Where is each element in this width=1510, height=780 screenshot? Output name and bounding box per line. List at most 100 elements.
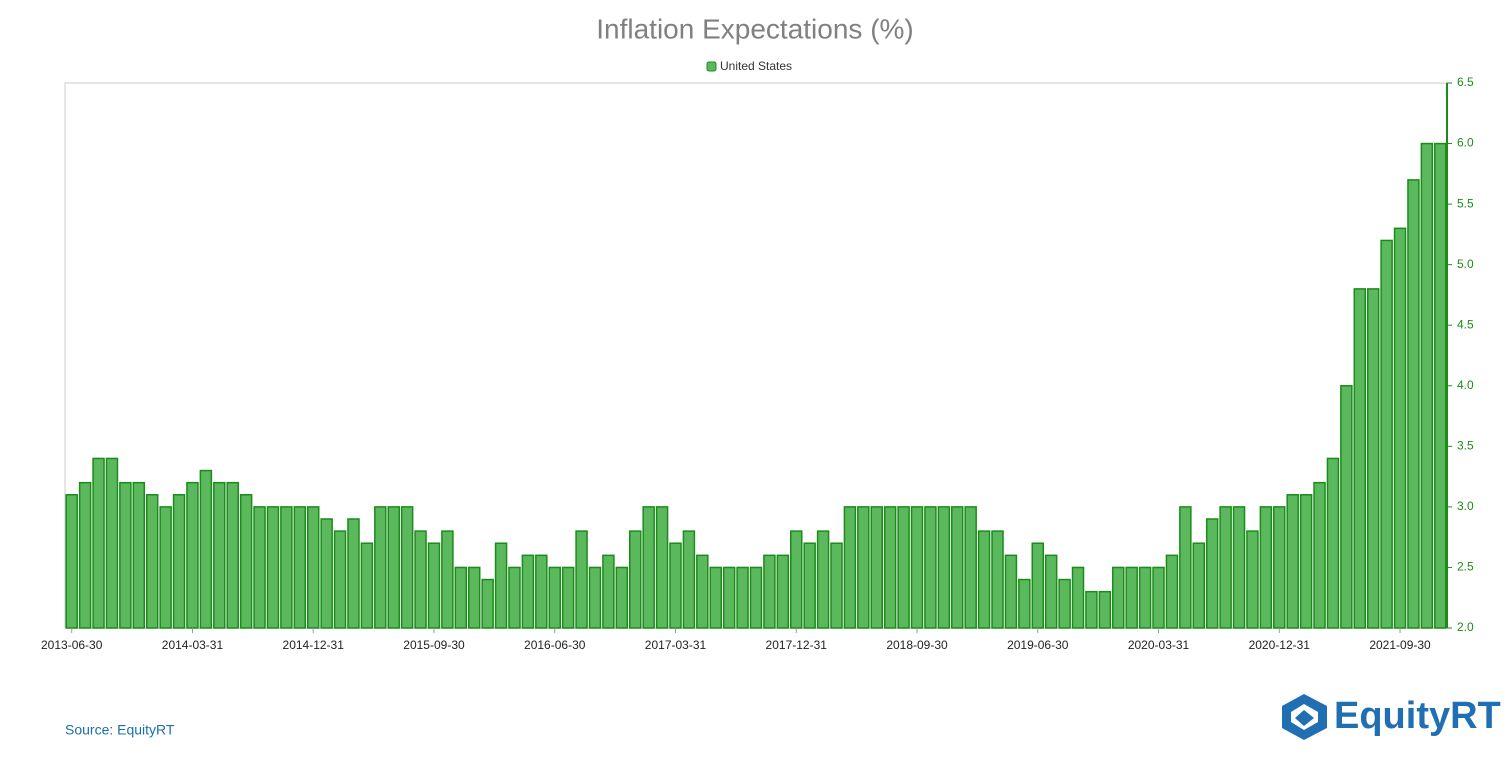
bar <box>78 481 92 629</box>
bar <box>306 506 320 629</box>
bar <box>763 554 776 629</box>
bar <box>857 506 870 629</box>
legend-label: United States <box>720 59 792 73</box>
bar <box>481 578 494 629</box>
y-tick-label: 6.5 <box>1457 75 1474 89</box>
bar <box>602 554 615 629</box>
bar <box>253 506 266 629</box>
bar <box>1246 530 1259 629</box>
bar <box>843 506 857 629</box>
bar <box>400 506 414 629</box>
bar <box>1018 578 1031 629</box>
bar <box>347 518 360 629</box>
bar <box>937 506 951 629</box>
bar <box>1326 457 1340 629</box>
x-tick-label: 2014-12-31 <box>283 638 345 652</box>
y-tick-label: 4.0 <box>1457 378 1474 392</box>
bar <box>1058 578 1071 629</box>
bar <box>1393 227 1407 629</box>
bar <box>561 566 575 629</box>
bar <box>749 566 763 629</box>
bar <box>1434 142 1447 629</box>
logo-mark-core <box>1295 710 1314 726</box>
x-tick-label: 2014-03-31 <box>162 638 224 652</box>
bar <box>1407 179 1420 629</box>
bar <box>682 530 696 629</box>
bar <box>964 506 977 629</box>
bar <box>333 530 347 629</box>
bar <box>1353 288 1367 629</box>
bar <box>1031 542 1045 629</box>
bar <box>92 457 105 629</box>
bar <box>199 469 213 629</box>
x-tick-label: 2013-06-30 <box>41 638 103 652</box>
x-tick-label: 2018-09-30 <box>886 638 948 652</box>
bar <box>924 506 937 629</box>
bar <box>293 506 307 629</box>
bar <box>642 506 655 629</box>
y-tick-label: 5.0 <box>1457 257 1474 271</box>
x-tick-label: 2016-06-30 <box>524 638 586 652</box>
bar <box>991 530 1004 629</box>
bar <box>1165 554 1179 629</box>
bar <box>655 506 669 629</box>
y-tick-label: 2.5 <box>1457 560 1474 574</box>
bar <box>722 566 736 629</box>
bar <box>883 506 897 629</box>
bar <box>159 506 172 629</box>
bar <box>1299 494 1313 629</box>
bar <box>1098 590 1112 629</box>
bar <box>494 542 508 629</box>
bar <box>119 481 132 629</box>
bar <box>776 554 790 629</box>
bar <box>736 566 749 629</box>
bar <box>1259 506 1273 629</box>
y-tick-label: 5.5 <box>1457 196 1474 210</box>
bar <box>427 542 441 629</box>
x-tick-label: 2019-06-30 <box>1007 638 1069 652</box>
bar <box>320 518 333 629</box>
bar <box>615 566 629 629</box>
logo: EquityRT <box>1282 694 1501 740</box>
bar <box>266 506 280 629</box>
bar <box>1286 494 1299 629</box>
x-tick-label: 2020-12-31 <box>1249 638 1311 652</box>
bar <box>239 494 253 629</box>
bar <box>1192 542 1206 629</box>
bar <box>1112 566 1125 629</box>
bar <box>467 566 481 629</box>
bar <box>508 566 521 629</box>
bar <box>977 530 991 629</box>
bar <box>441 530 454 629</box>
bar <box>226 481 239 629</box>
bar <box>870 506 884 629</box>
bar <box>387 506 400 629</box>
bar <box>65 494 78 629</box>
bar <box>1044 554 1058 629</box>
y-tick-label: 3.5 <box>1457 439 1474 453</box>
bar <box>213 481 226 629</box>
bar <box>1232 506 1246 629</box>
bar <box>1340 385 1353 629</box>
chart-title: Inflation Expectations (%) <box>596 13 914 44</box>
bar <box>897 506 910 629</box>
source: Source: EquityRT <box>65 722 175 738</box>
bar <box>1380 239 1393 629</box>
bar <box>1366 288 1380 629</box>
y-tick-label: 2.0 <box>1457 620 1474 634</box>
legend-swatch <box>706 61 717 72</box>
logo-text: EquityRT <box>1334 695 1501 737</box>
bar <box>910 506 924 629</box>
bar <box>1273 506 1286 629</box>
x-tick-label: 2017-12-31 <box>766 638 828 652</box>
bar <box>1313 481 1326 629</box>
bar <box>830 542 843 629</box>
bar <box>105 457 119 629</box>
bar <box>790 530 803 629</box>
y-tick-label: 6.0 <box>1457 136 1474 150</box>
bar <box>548 566 561 629</box>
bar <box>1125 566 1138 629</box>
bar <box>951 506 964 629</box>
bar <box>186 481 199 629</box>
